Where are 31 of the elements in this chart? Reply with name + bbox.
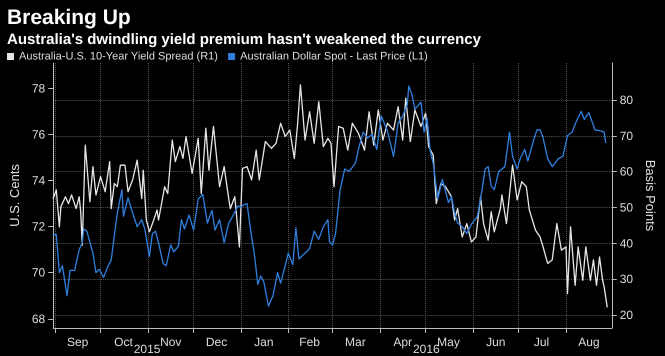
y2-tick-label: 80 <box>620 92 634 107</box>
chart-subtitle: Australia's dwindling yield premium hasn't weakened the currency <box>7 31 482 48</box>
y2-tick-label: 70 <box>620 128 634 143</box>
y-tick-label: 68 <box>32 312 46 326</box>
chart-title: Breaking Up <box>7 6 131 29</box>
y2-tick-label: 30 <box>620 272 634 286</box>
y-tick-label: 76 <box>32 127 46 142</box>
y-tick-label: 72 <box>32 220 46 234</box>
x-tick-label: Sep <box>66 335 89 349</box>
y2-tick-label: 50 <box>620 200 634 215</box>
y2-tick-label: 20 <box>620 308 634 322</box>
x-tick-label: Jan <box>254 335 274 349</box>
y-tick-label: 70 <box>32 266 46 280</box>
text: 2015 <box>134 342 161 356</box>
x-tick-label: Jul <box>534 335 550 349</box>
x-tick-label: Jun <box>486 335 506 349</box>
x-tick-label: Dec <box>206 335 228 349</box>
y-axis-title: U.S. Cents <box>7 164 22 227</box>
x-tick-label: Mar <box>345 335 366 349</box>
x-tick-label: Feb <box>299 335 320 349</box>
y2-tick-label: 60 <box>620 164 634 179</box>
y2-tick-label: 40 <box>620 236 634 250</box>
y-tick-label: 78 <box>32 81 46 96</box>
x-tick-label: Oct <box>114 335 134 349</box>
y-tick-label: 74 <box>32 174 46 188</box>
y2-axis-title: Basis Points <box>643 160 658 232</box>
legend-label: Australia-U.S. 10-Year Yield Spread (R1) <box>19 50 218 62</box>
x-tick-label: Nov <box>160 335 182 349</box>
legend-label: Australian Dollar Spot - Last Price (L1) <box>240 50 428 62</box>
x-tick-label: Apr <box>393 335 412 349</box>
x-tick-label: Aug <box>578 335 600 349</box>
